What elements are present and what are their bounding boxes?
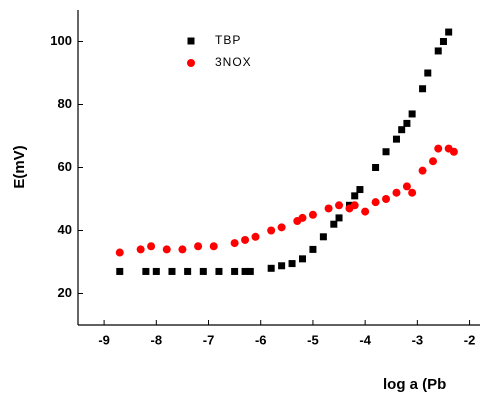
point bbox=[147, 242, 156, 251]
point bbox=[392, 135, 400, 143]
point bbox=[231, 267, 239, 275]
point bbox=[309, 245, 317, 253]
point bbox=[230, 239, 239, 248]
point bbox=[115, 248, 124, 257]
point bbox=[408, 188, 417, 197]
point bbox=[402, 182, 411, 191]
point bbox=[392, 188, 401, 197]
point bbox=[277, 223, 286, 232]
point bbox=[350, 201, 359, 210]
point bbox=[136, 245, 145, 254]
x-tick-label: -7 bbox=[203, 332, 215, 347]
x-tick-label: -4 bbox=[359, 332, 371, 347]
x-tick-label: -9 bbox=[98, 332, 110, 347]
y-axis-label: E(mV) bbox=[11, 145, 28, 188]
point bbox=[288, 260, 296, 268]
point bbox=[356, 186, 364, 194]
point bbox=[445, 28, 453, 36]
point bbox=[424, 69, 432, 77]
point bbox=[184, 267, 192, 275]
point bbox=[382, 195, 391, 203]
point bbox=[194, 242, 203, 251]
y-tick-label: 100 bbox=[50, 33, 72, 48]
point bbox=[267, 264, 275, 272]
x-tick-label: -6 bbox=[255, 332, 267, 347]
point bbox=[351, 192, 359, 200]
point bbox=[419, 85, 427, 93]
point bbox=[361, 207, 370, 216]
point bbox=[199, 267, 207, 275]
point bbox=[449, 147, 458, 156]
x-tick-label: -5 bbox=[307, 332, 319, 347]
point bbox=[434, 47, 442, 55]
y-tick-label: 80 bbox=[58, 96, 72, 111]
y-tick-label: 40 bbox=[58, 222, 72, 237]
point bbox=[408, 110, 416, 118]
point bbox=[372, 164, 380, 171]
point bbox=[241, 235, 250, 244]
point bbox=[298, 255, 306, 263]
point bbox=[278, 262, 286, 270]
y-tick-label: 60 bbox=[58, 159, 72, 174]
x-axis-label: log a (Pb bbox=[383, 376, 446, 393]
legend-label: 3NOX bbox=[215, 55, 252, 69]
point bbox=[142, 267, 150, 275]
legend-marker bbox=[187, 37, 195, 45]
point bbox=[382, 148, 390, 156]
point bbox=[246, 267, 254, 275]
legend-label: TBP bbox=[215, 33, 241, 47]
point bbox=[418, 166, 427, 175]
point bbox=[319, 233, 327, 241]
point bbox=[152, 267, 160, 275]
point bbox=[215, 267, 223, 275]
point bbox=[398, 126, 406, 134]
point bbox=[267, 226, 276, 235]
y-tick-label: 20 bbox=[58, 285, 72, 300]
legend-marker bbox=[187, 59, 195, 67]
point bbox=[162, 245, 171, 254]
point bbox=[335, 214, 343, 222]
x-tick-label: -2 bbox=[464, 332, 476, 347]
point bbox=[439, 38, 447, 45]
point bbox=[371, 198, 380, 207]
point bbox=[335, 201, 344, 210]
point bbox=[251, 232, 260, 241]
x-tick-label: -8 bbox=[151, 332, 163, 347]
point bbox=[429, 157, 438, 166]
x-tick-label: -3 bbox=[412, 332, 424, 347]
point bbox=[168, 267, 176, 275]
point bbox=[298, 213, 307, 222]
point bbox=[434, 144, 443, 153]
point bbox=[308, 210, 317, 219]
point bbox=[241, 267, 249, 275]
point bbox=[116, 267, 124, 275]
point bbox=[209, 242, 218, 251]
point bbox=[330, 220, 338, 228]
point bbox=[324, 204, 333, 213]
point bbox=[403, 119, 411, 127]
point bbox=[178, 245, 187, 254]
